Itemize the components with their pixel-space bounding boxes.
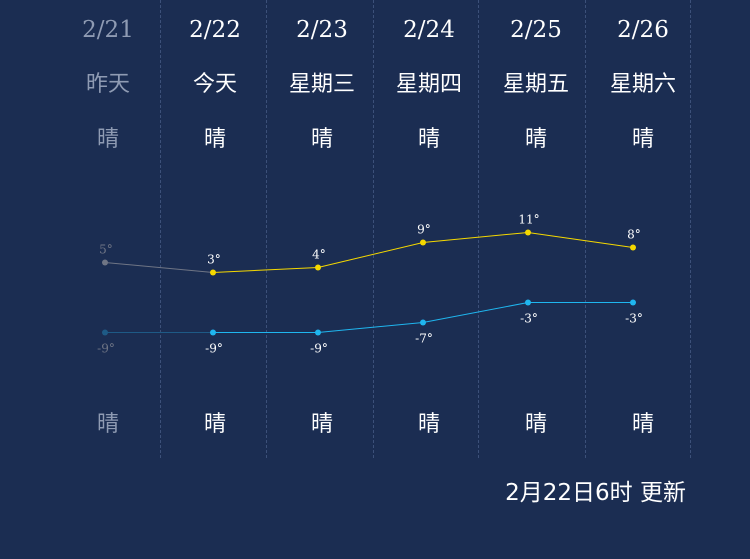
low-temp-point xyxy=(525,299,531,306)
high-temp-label: 9° xyxy=(417,223,431,237)
forecast-weekday: 星期三 xyxy=(288,72,355,97)
forecast-weekday: 星期五 xyxy=(502,72,569,97)
night-condition: 晴 xyxy=(96,412,119,437)
column-divider xyxy=(266,0,267,458)
high-temp-line-segment xyxy=(104,262,214,273)
low-temp-label: -9° xyxy=(97,342,115,356)
low-temp-point xyxy=(102,329,108,336)
day-condition: 晴 xyxy=(417,127,440,152)
night-condition: 晴 xyxy=(310,412,333,437)
low-temp-line-segment xyxy=(317,322,424,333)
forecast-date: 2/22 xyxy=(189,17,241,43)
low-temp-label: -7° xyxy=(415,332,433,346)
low-temp-point xyxy=(630,299,636,306)
low-temp-line-segment xyxy=(422,302,529,323)
column-divider xyxy=(160,0,161,458)
low-temp-point xyxy=(315,329,321,336)
high-temp-label: 11° xyxy=(518,213,539,227)
forecast-weekday: 星期六 xyxy=(609,72,676,97)
high-temp-point xyxy=(210,269,216,276)
night-condition: 晴 xyxy=(631,412,654,437)
forecast-date: 2/21 xyxy=(82,17,134,43)
forecast-date: 2/24 xyxy=(403,17,455,43)
forecast-weekday: 星期四 xyxy=(395,72,462,97)
high-temp-label: 4° xyxy=(312,248,326,262)
high-temp-point xyxy=(525,229,531,236)
night-condition: 晴 xyxy=(203,412,226,437)
forecast-date: 2/26 xyxy=(617,17,669,43)
low-temp-label: -3° xyxy=(625,312,643,326)
forecast-weekday: 今天 xyxy=(192,72,237,97)
low-temp-label: -9° xyxy=(205,342,223,356)
column-divider xyxy=(373,0,374,458)
day-condition: 晴 xyxy=(96,127,119,152)
high-temp-label: 8° xyxy=(627,228,641,242)
low-temp-label: -9° xyxy=(310,342,328,356)
night-condition: 晴 xyxy=(417,412,440,437)
day-condition: 晴 xyxy=(310,127,333,152)
day-condition: 晴 xyxy=(631,127,654,152)
column-divider xyxy=(690,0,691,458)
forecast-date: 2/23 xyxy=(296,17,348,43)
high-temp-line-segment xyxy=(317,242,424,268)
forecast-date: 2/25 xyxy=(510,17,562,43)
low-temp-point xyxy=(210,329,216,336)
day-condition: 晴 xyxy=(203,127,226,152)
high-temp-line-segment xyxy=(527,232,634,248)
high-temp-point xyxy=(420,239,426,246)
forecast-weekday: 昨天 xyxy=(85,72,130,97)
column-divider xyxy=(478,0,479,458)
low-temp-point xyxy=(420,319,426,326)
high-temp-line-segment xyxy=(422,232,529,243)
day-condition: 晴 xyxy=(524,127,547,152)
high-temp-label: 3° xyxy=(207,253,221,267)
high-temp-point xyxy=(102,259,108,266)
high-temp-line-segment xyxy=(212,267,319,273)
high-temp-point xyxy=(315,264,321,271)
column-divider xyxy=(585,0,586,458)
night-condition: 晴 xyxy=(524,412,547,437)
low-temp-label: -3° xyxy=(520,312,538,326)
high-temp-label: 5° xyxy=(99,243,113,257)
high-temp-point xyxy=(630,244,636,251)
update-time: 2月22日6时 更新 xyxy=(505,480,686,506)
